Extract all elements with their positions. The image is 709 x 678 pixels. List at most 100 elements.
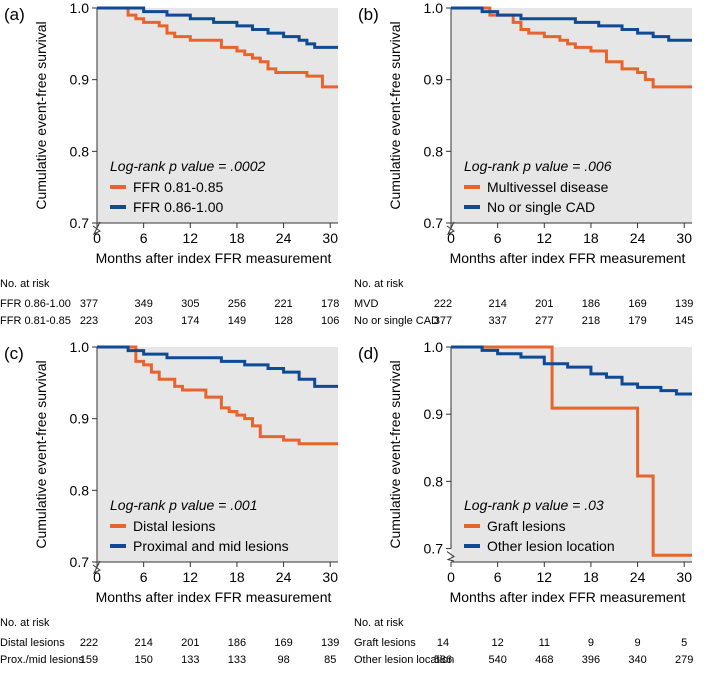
x-axis-title: Months after index FFR measurement	[450, 589, 686, 605]
y-tick-label: 0.8	[424, 473, 444, 489]
risk-row-label: No or single CAD	[354, 315, 439, 327]
x-tick-label: 12	[183, 569, 199, 585]
panel-label: (a)	[4, 5, 25, 24]
risk-row-label: Graft lesions	[354, 637, 416, 649]
x-tick-label: 24	[276, 230, 292, 246]
risk-value: 11	[539, 637, 550, 649]
km-plot-d: (d) 0.7 0.8 0.9 1.0 0 6 12 18 24 30 Cumulative even…	[354, 339, 693, 666]
x-tick-label: 30	[676, 230, 692, 246]
legend-label: FFR 0.81-0.85	[133, 179, 223, 195]
km-plot-b: (b) 0.7 0.8 0.9 1.0 0 6 12 18 24 30 Cumulative even…	[354, 0, 693, 327]
risk-value: 169	[274, 637, 292, 649]
y-axis-title: Cumulative event-free survival	[33, 21, 49, 209]
survival-curve-1	[97, 6, 338, 89]
y-tick-label: 0.8	[424, 143, 444, 159]
risk-value: 201	[181, 637, 199, 649]
risk-value: 222	[80, 637, 98, 649]
risk-value: 337	[488, 315, 506, 327]
x-tick-label: 12	[183, 230, 199, 246]
x-tick-label: 18	[229, 569, 245, 585]
x-tick-label: 0	[447, 230, 455, 246]
y-axis-title: Cumulative event-free survival	[387, 21, 403, 209]
y-tick-label: 0.7	[70, 554, 90, 570]
chart-panel-c: (c) 0.7 0.8 0.9 1.0 0 6 12 18 24 30 Cumulative even…	[0, 339, 354, 678]
risk-value: 186	[228, 637, 246, 649]
risk-value: 9	[635, 637, 641, 649]
survival-curve-2	[451, 6, 692, 42]
risk-value: 256	[228, 298, 246, 310]
x-tick-label: 24	[630, 569, 646, 585]
x-tick-label: 18	[583, 569, 599, 585]
y-tick-label: 1.0	[424, 0, 444, 16]
survival-curve-1	[451, 345, 692, 557]
x-tick-label: 0	[447, 569, 455, 585]
x-tick-label: 30	[676, 569, 692, 585]
legend-label: Proximal and mid lesions	[133, 538, 289, 554]
chart-panel-b: (b) 0.7 0.8 0.9 1.0 0 6 12 18 24 30 Cumulative even…	[354, 0, 708, 339]
risk-value: 178	[321, 298, 339, 310]
plot-background	[97, 347, 338, 562]
risk-value: 128	[274, 315, 292, 327]
chart-panel-d: (d) 0.7 0.8 0.9 1.0 0 6 12 18 24 30 Cumulative even…	[354, 339, 708, 678]
y-axis-title: Cumulative event-free survival	[387, 360, 403, 548]
risk-row-label: Distal lesions	[0, 637, 65, 649]
km-plot-c: (c) 0.7 0.8 0.9 1.0 0 6 12 18 24 30 Cumulative even…	[0, 339, 339, 666]
survival-curve-1	[451, 6, 692, 89]
risk-value: 221	[274, 298, 292, 310]
x-tick-label: 6	[494, 230, 502, 246]
risk-row-label: MVD	[354, 298, 379, 310]
risk-value: 218	[582, 315, 600, 327]
legend-label: No or single CAD	[487, 199, 595, 215]
risk-value: 377	[80, 298, 98, 310]
x-tick-label: 30	[322, 230, 338, 246]
y-tick-label: 0.7	[424, 215, 444, 231]
y-tick-label: 0.8	[70, 482, 90, 498]
survival-curve-1	[97, 345, 338, 446]
panel-label: (d)	[358, 344, 379, 363]
y-tick-label: 1.0	[70, 339, 90, 355]
risk-row-label: FFR 0.81-0.85	[0, 315, 71, 327]
risk-value: 169	[628, 298, 646, 310]
logrank-annotation: Log-rank p value = .006	[464, 158, 612, 174]
risk-value: 133	[228, 654, 246, 666]
risk-value: 149	[228, 315, 246, 327]
risk-table-title: No. at risk	[354, 617, 404, 629]
survival-curve-2	[97, 345, 338, 388]
risk-value: 12	[492, 637, 504, 649]
logrank-annotation: Log-rank p value = .0002	[110, 158, 265, 174]
logrank-annotation: Log-rank p value = .001	[110, 497, 258, 513]
x-axis-title: Months after index FFR measurement	[96, 589, 332, 605]
x-tick-label: 12	[537, 230, 553, 246]
x-tick-label: 18	[229, 230, 245, 246]
x-axis-title: Months after index FFR measurement	[96, 250, 332, 266]
risk-value: 98	[277, 654, 289, 666]
legend-label: Distal lesions	[133, 518, 215, 534]
axis-break-mark	[446, 551, 455, 562]
x-tick-label: 24	[630, 230, 646, 246]
risk-value: 145	[675, 315, 693, 327]
x-tick-label: 6	[494, 569, 502, 585]
x-tick-label: 12	[537, 569, 553, 585]
legend-label: Other lesion location	[487, 538, 615, 554]
panel-label: (c)	[4, 344, 24, 363]
x-tick-label: 30	[322, 569, 338, 585]
risk-value: 133	[181, 654, 199, 666]
x-tick-label: 0	[93, 230, 101, 246]
x-tick-label: 0	[93, 569, 101, 585]
risk-value: 214	[488, 298, 506, 310]
risk-value: 203	[134, 315, 152, 327]
risk-value: 5	[681, 637, 687, 649]
risk-value: 139	[675, 298, 693, 310]
risk-value: 179	[628, 315, 646, 327]
risk-value: 396	[582, 654, 600, 666]
risk-value: 540	[488, 654, 506, 666]
survival-curve-2	[451, 345, 692, 396]
risk-value: 139	[321, 637, 339, 649]
risk-value: 9	[588, 637, 594, 649]
risk-value: 150	[134, 654, 152, 666]
y-tick-label: 0.9	[424, 72, 444, 88]
x-tick-label: 6	[140, 569, 148, 585]
legend-label: Graft lesions	[487, 518, 566, 534]
chart-panel-a: (a) 0.7 0.8 0.9 1.0 0 6 12 18 24 30 Cumulative even…	[0, 0, 354, 339]
survival-curve-2	[97, 6, 338, 49]
